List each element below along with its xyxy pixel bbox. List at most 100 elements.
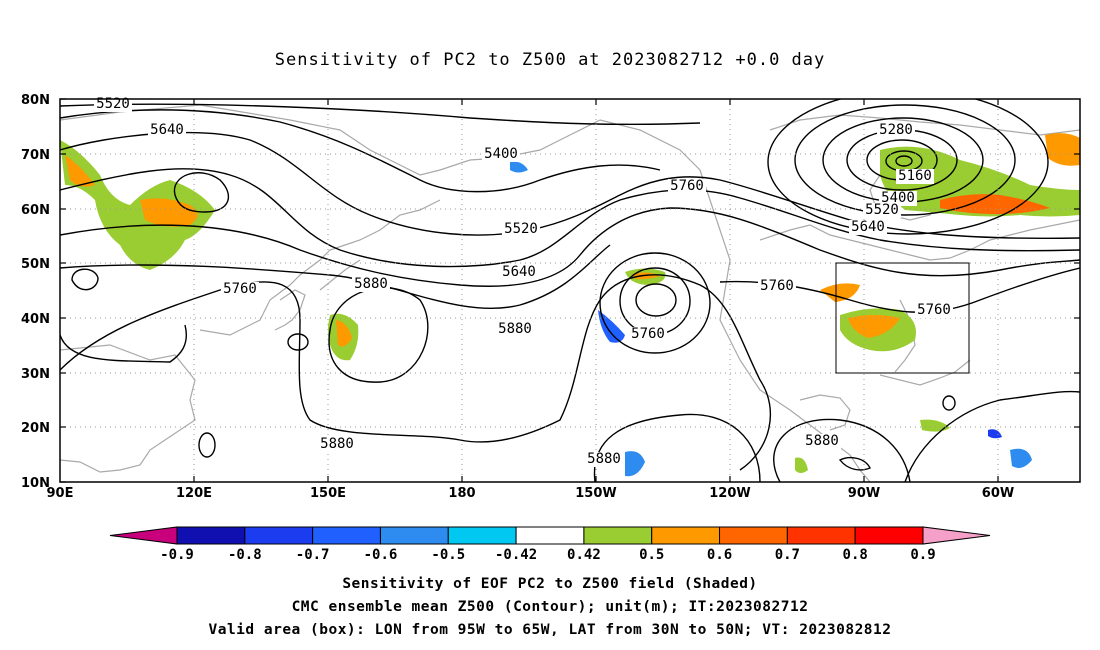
colorbar-tick-label: 0.8: [843, 547, 868, 563]
positive-core-west-pacific: [336, 320, 352, 347]
contour-label-bg: [482, 147, 520, 162]
negative-area-pacific: [598, 310, 625, 343]
negative-area-atlantic: [1010, 448, 1032, 468]
colorbar-segment: [854, 526, 924, 545]
contour-label: 5520: [865, 202, 899, 218]
contour-label: 5160: [898, 168, 932, 184]
positive-core-hudson: [940, 194, 1050, 215]
lon-label-150w: 150W: [575, 486, 616, 501]
positive-area-great-lakes: [820, 283, 860, 302]
lon-label-120e: 120E: [176, 486, 212, 501]
contour-label: 5400: [484, 146, 518, 162]
colorbar-tick-label: -0.6: [364, 547, 398, 563]
lon-label-150e: 150E: [310, 486, 346, 501]
colorbar-segment: [786, 526, 856, 545]
colorbar-high-extend: [922, 526, 991, 545]
contour-label-bg: [758, 279, 796, 294]
colorbar-tick-label: -0.9: [160, 547, 194, 563]
colorbar-tick-label: 0.42: [567, 547, 601, 563]
positive-area-atlantic: [920, 419, 950, 432]
contour-label: 5640: [502, 264, 536, 280]
positive-core-siberia-west: [65, 155, 95, 187]
contour-label-bg: [877, 123, 915, 138]
negative-area-caribbean: [988, 429, 1002, 439]
positive-area-siberia: [60, 140, 215, 270]
contour-label: 5640: [851, 219, 885, 235]
lat-label-40n: 40N: [21, 312, 50, 327]
lat-label-20n: 20N: [21, 421, 50, 436]
contour-label-bg: [879, 191, 917, 206]
positive-area-greenland: [1045, 133, 1080, 166]
contour-label: 5880: [587, 451, 621, 467]
contour-label-bg: [318, 437, 356, 452]
contour-label-bg: [863, 203, 901, 218]
colorbar-tick-label: -0.42: [495, 547, 537, 563]
colorbar-segment: [515, 526, 585, 545]
negative-area-pacific-south: [625, 451, 645, 477]
lat-label-50n: 50N: [21, 257, 50, 272]
lat-label-60n: 60N: [21, 203, 50, 218]
lon-label-180: 180: [448, 486, 475, 501]
colorbar-tick-label: 0.7: [775, 547, 800, 563]
map-frame: [59, 98, 1081, 483]
contour-label: 5760: [760, 278, 794, 294]
colorbar-low-extend: [109, 526, 178, 545]
contour-label: 5760: [631, 326, 665, 342]
contour-label: 5400: [881, 190, 915, 206]
lat-label-70n: 70N: [21, 148, 50, 163]
colorbar-segment: [244, 526, 314, 545]
contour-label-bg: [849, 220, 887, 235]
contour-label-bg: [500, 265, 538, 280]
negative-area-bering: [510, 161, 528, 173]
colorbar-segment: [651, 526, 721, 545]
positive-area-mexico: [795, 457, 808, 473]
tick-marks: [60, 98, 1080, 483]
colorbar: [109, 526, 991, 545]
lat-label-30n: 30N: [21, 367, 50, 382]
caption-contour: CMC ensemble mean Z500 (Contour); unit(m…: [291, 599, 809, 615]
contour-label: 5880: [354, 276, 388, 292]
colorbar-tick-label: 0.6: [707, 547, 732, 563]
contour-label-bg: [629, 327, 667, 342]
contour-label: 5880: [805, 433, 839, 449]
contour-label: 5880: [498, 321, 532, 337]
positive-core-siberia: [140, 198, 198, 227]
contour-label-bg: [148, 123, 186, 138]
plot-title: Sensitivity of PC2 to Z500 at 2023082712…: [274, 50, 826, 70]
lon-label-90e: 90E: [47, 486, 74, 501]
contour-label: 5760: [223, 281, 257, 297]
contour-label-bg: [896, 169, 934, 184]
colorbar-tick-label: 0.5: [639, 547, 664, 563]
colorbar-segment: [583, 526, 653, 545]
colorbar-tick-label: -0.7: [296, 547, 330, 563]
colorbar-segment: [312, 526, 381, 545]
colorbar-labels: -0.9 -0.8 -0.7 -0.6 -0.5 -0.42 0.42 0.5 0.6 0.7 0.…: [160, 547, 936, 563]
contour-label-bg: [496, 322, 534, 337]
positive-core-valid-box: [848, 315, 900, 338]
lat-label-80n: 80N: [21, 93, 50, 108]
lon-label-90w: 90W: [848, 486, 880, 501]
lon-label-60w: 60W: [982, 486, 1014, 501]
contour-label: 5760: [917, 302, 951, 318]
caption-shading: Sensitivity of EOF PC2 to Z500 field (Sh…: [342, 576, 758, 592]
colorbar-segment: [447, 526, 517, 545]
contour-label: 5280: [879, 122, 913, 138]
colorbar-tick-label: -0.8: [228, 547, 262, 563]
lon-label-120w: 120W: [709, 486, 750, 501]
colorbar-segment: [176, 526, 246, 545]
colorbar-tick-label: 0.9: [910, 547, 935, 563]
contour-label-bg: [502, 222, 540, 237]
contour-label: 5640: [150, 122, 184, 138]
valid-area-box: [835, 262, 970, 374]
contour-label-bg: [915, 303, 953, 318]
contour-label-bg: [668, 179, 706, 194]
contour-label: 5760: [670, 178, 704, 194]
colorbar-segment: [379, 526, 449, 545]
contour-label: 5880: [320, 436, 354, 452]
contour-label-bg: [803, 434, 841, 449]
latitude-labels: 80N 70N 60N 50N 40N 30N 20N 10N: [21, 93, 50, 491]
caption-valid-area: Valid area (box): LON from 95W to 65W, L…: [208, 622, 892, 638]
contour-label-bg: [352, 277, 390, 292]
